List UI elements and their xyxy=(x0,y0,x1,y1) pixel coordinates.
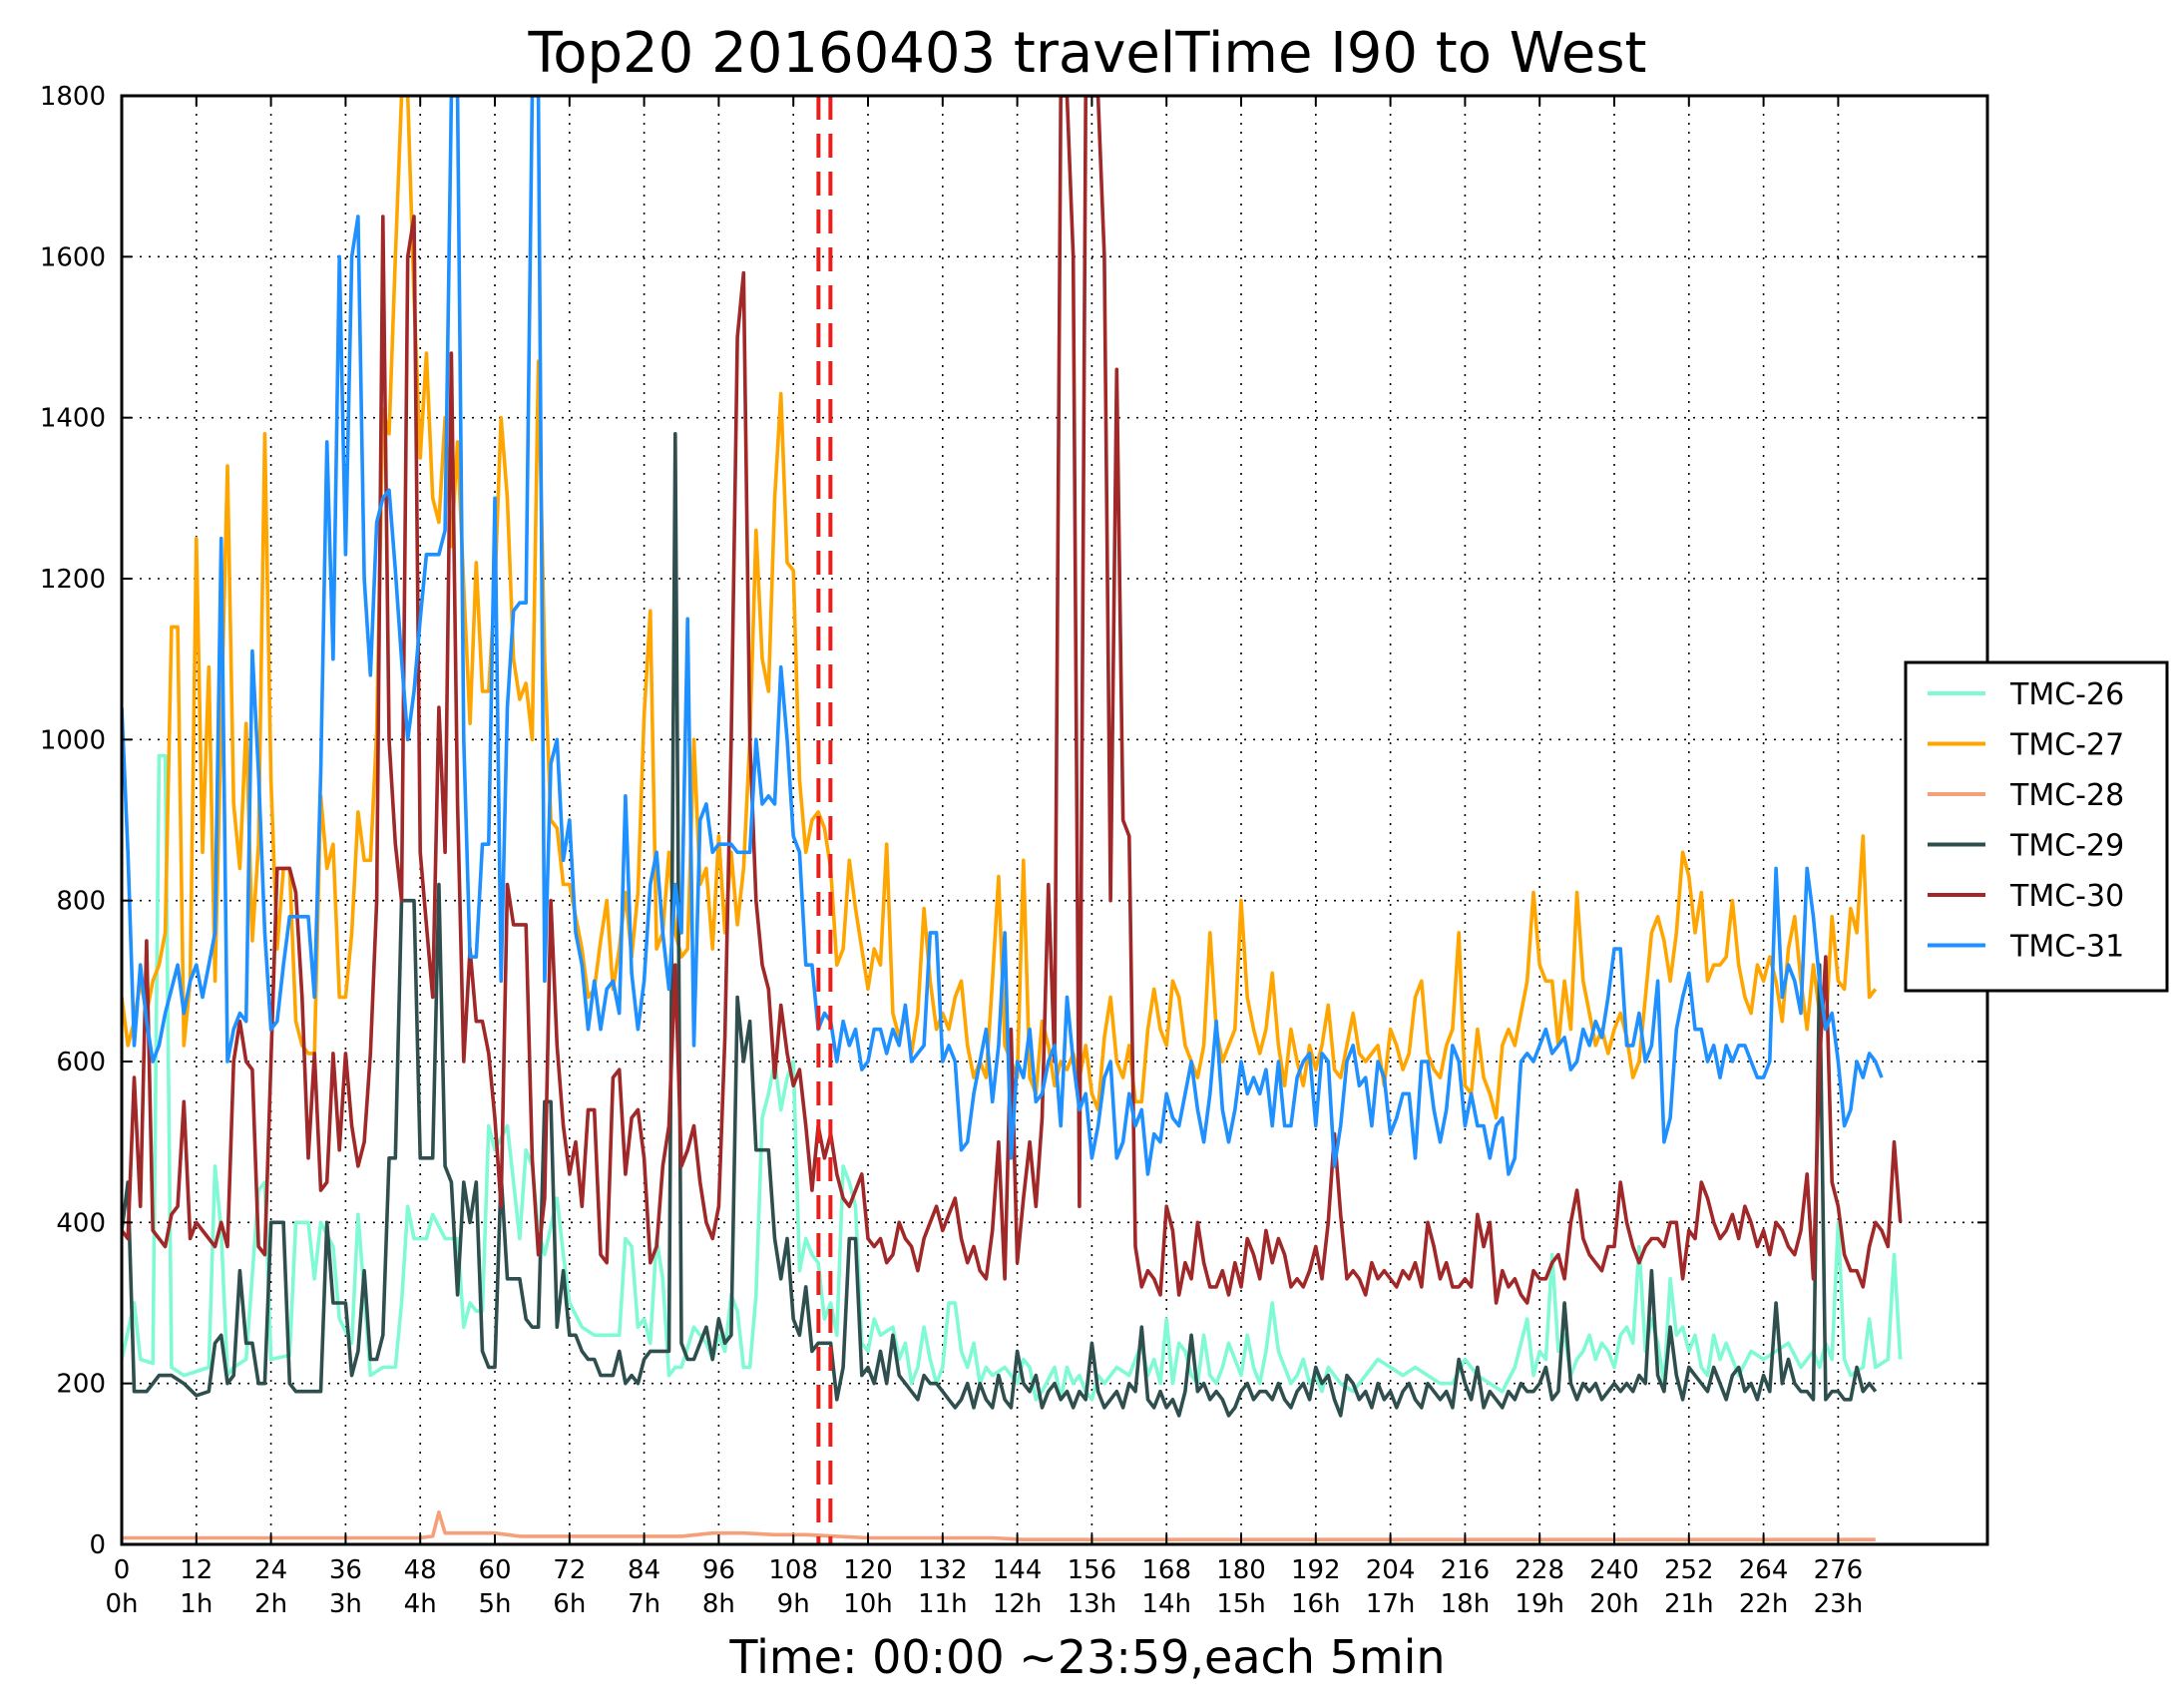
series-layer xyxy=(122,96,1903,1541)
y-tick-label: 800 xyxy=(56,887,106,917)
x-tick-hour-label: 14h xyxy=(1141,1589,1191,1619)
x-tick-label: 228 xyxy=(1515,1555,1564,1585)
x-tick-hour-label: 7h xyxy=(628,1589,660,1619)
y-tick-label: 200 xyxy=(56,1370,106,1400)
x-tick-hour-label: 16h xyxy=(1291,1589,1341,1619)
y-tick-label: 0 xyxy=(89,1530,106,1560)
y-tick-label: 1600 xyxy=(40,242,106,272)
x-tick-label: 0 xyxy=(114,1555,131,1585)
x-tick-label: 204 xyxy=(1366,1555,1416,1585)
legend-label: TMC-29 xyxy=(2009,829,2124,864)
x-tick-label: 12 xyxy=(180,1555,213,1585)
x-tick-hour-label: 8h xyxy=(702,1589,735,1619)
x-tick-label: 264 xyxy=(1739,1555,1789,1585)
legend-label: TMC-30 xyxy=(2009,879,2124,914)
x-tick-label: 252 xyxy=(1664,1555,1714,1585)
x-tick-label: 72 xyxy=(553,1555,586,1585)
x-tick-label: 108 xyxy=(768,1555,818,1585)
x-tick-hour-label: 20h xyxy=(1589,1589,1639,1619)
x-tick-label: 276 xyxy=(1814,1555,1864,1585)
series-line-tmc-28 xyxy=(122,1509,1876,1541)
series-line-tmc-31 xyxy=(122,96,1884,1176)
x-tick-hour-label: 9h xyxy=(777,1589,810,1619)
x-tick-hour-label: 13h xyxy=(1068,1589,1117,1619)
x-tick-label: 156 xyxy=(1068,1555,1117,1585)
x-tick-label: 84 xyxy=(628,1555,660,1585)
x-tick-hour-label: 4h xyxy=(404,1589,437,1619)
x-tick-hour-label: 19h xyxy=(1515,1589,1564,1619)
x-tick-hour-label: 10h xyxy=(843,1589,893,1619)
y-tick-label: 1400 xyxy=(40,404,106,434)
legend-label: TMC-27 xyxy=(2009,728,2124,763)
x-tick-hour-label: 18h xyxy=(1441,1589,1491,1619)
x-tick-hour-label: 23h xyxy=(1814,1589,1864,1619)
x-tick-label: 48 xyxy=(404,1555,437,1585)
x-tick-label: 120 xyxy=(843,1555,893,1585)
legend-label: TMC-28 xyxy=(2009,778,2124,813)
x-tick-label: 192 xyxy=(1291,1555,1341,1585)
x-tick-hour-label: 5h xyxy=(478,1589,511,1619)
x-tick-label: 96 xyxy=(702,1555,735,1585)
x-tick-label: 144 xyxy=(993,1555,1043,1585)
x-tick-hour-label: 22h xyxy=(1739,1589,1789,1619)
x-tick-hour-label: 11h xyxy=(918,1589,968,1619)
legend-box xyxy=(1904,660,2169,993)
legend: TMC-26 TMC-27 TMC-28 TMC-29 TMC-30 TMC-31 xyxy=(1904,660,2169,993)
y-tick-label: 400 xyxy=(56,1208,106,1238)
y-tick-label: 1200 xyxy=(40,565,106,595)
series-line-tmc-29 xyxy=(122,432,1878,1418)
x-tick-hour-label: 1h xyxy=(180,1589,213,1619)
legend-label: TMC-26 xyxy=(2009,677,2124,712)
x-tick-hour-label: 3h xyxy=(329,1589,362,1619)
x-tick-hour-label: 6h xyxy=(553,1589,586,1619)
y-tick-label: 1000 xyxy=(40,725,106,755)
x-tick-label: 216 xyxy=(1441,1555,1491,1585)
x-tick-hour-label: 17h xyxy=(1366,1589,1416,1619)
x-tick-hour-label: 0h xyxy=(105,1589,138,1619)
x-tick-label: 168 xyxy=(1141,1555,1191,1585)
x-tick-label: 240 xyxy=(1589,1555,1639,1585)
x-tick-hour-label: 21h xyxy=(1664,1589,1714,1619)
legend-label: TMC-31 xyxy=(2009,930,2124,965)
x-tick-label: 60 xyxy=(478,1555,511,1585)
y-tick-label: 600 xyxy=(56,1048,106,1077)
chart-title: Top20 20160403 travelTime I90 to West xyxy=(528,21,1647,86)
x-tick-hour-label: 2h xyxy=(254,1589,287,1619)
x-tick-label: 36 xyxy=(329,1555,362,1585)
x-tick-label: 132 xyxy=(918,1555,968,1585)
x-tick-hour-label: 12h xyxy=(993,1589,1043,1619)
x-axis-label: Time: 00:00 ~23:59,each 5min xyxy=(728,1630,1445,1684)
y-tick-label: 1800 xyxy=(40,82,106,112)
x-tick-hour-label: 15h xyxy=(1216,1589,1266,1619)
marker-layer xyxy=(816,96,833,1544)
x-tick-label: 180 xyxy=(1216,1555,1266,1585)
x-tick-label: 24 xyxy=(254,1555,287,1585)
axis-ticks: 0 0h 12 1h 24 2h 36 3h 48 4h 60 5h 72 6h 84 7h 96 8h 108 9h… xyxy=(40,82,1987,1619)
